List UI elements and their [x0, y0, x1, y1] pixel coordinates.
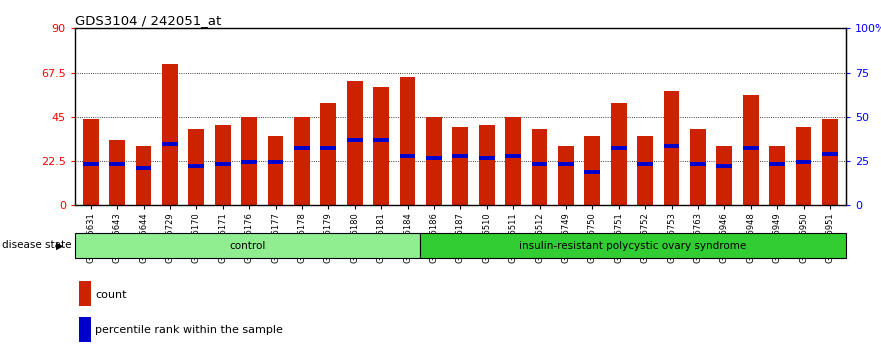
Bar — [743, 146, 759, 150]
Bar — [637, 162, 653, 166]
Bar — [426, 156, 442, 160]
Bar — [83, 162, 99, 166]
Bar — [215, 125, 231, 205]
Bar — [531, 162, 547, 166]
Bar — [136, 166, 152, 170]
Bar — [453, 154, 468, 158]
Bar — [268, 137, 284, 205]
Bar — [400, 154, 416, 158]
Bar — [743, 95, 759, 205]
Bar — [690, 129, 706, 205]
Bar — [453, 127, 468, 205]
Bar — [83, 119, 99, 205]
Bar — [796, 127, 811, 205]
Bar — [796, 160, 811, 164]
Bar — [716, 164, 732, 168]
Bar — [241, 117, 257, 205]
Bar — [663, 144, 679, 148]
Text: control: control — [229, 241, 266, 251]
Text: count: count — [95, 290, 127, 299]
Bar — [189, 164, 204, 168]
Bar — [109, 162, 125, 166]
Bar — [162, 64, 178, 205]
Bar — [374, 138, 389, 142]
Bar — [769, 162, 785, 166]
Bar — [478, 156, 494, 160]
Text: percentile rank within the sample: percentile rank within the sample — [95, 325, 283, 335]
Bar — [822, 119, 838, 205]
Text: disease state: disease state — [2, 240, 71, 250]
Bar — [505, 117, 521, 205]
Bar — [75, 233, 420, 258]
Bar — [294, 146, 310, 150]
Bar — [374, 87, 389, 205]
Bar — [637, 137, 653, 205]
Bar — [558, 162, 574, 166]
Text: insulin-resistant polycystic ovary syndrome: insulin-resistant polycystic ovary syndr… — [520, 241, 747, 251]
Bar — [268, 160, 284, 164]
Text: ▶: ▶ — [56, 240, 63, 250]
Bar — [109, 141, 125, 205]
Bar — [611, 103, 626, 205]
Bar — [215, 162, 231, 166]
Bar — [584, 137, 600, 205]
Bar — [400, 78, 416, 205]
Bar — [505, 154, 521, 158]
Bar — [347, 81, 363, 205]
Bar — [426, 117, 442, 205]
Text: GDS3104 / 242051_at: GDS3104 / 242051_at — [75, 14, 221, 27]
Bar — [769, 146, 785, 205]
Bar — [162, 142, 178, 146]
Bar — [558, 146, 574, 205]
Bar — [584, 170, 600, 174]
Bar — [611, 146, 626, 150]
Bar — [822, 152, 838, 156]
Bar — [420, 233, 846, 258]
Bar — [478, 125, 494, 205]
Bar — [321, 103, 337, 205]
Bar — [321, 146, 337, 150]
Bar — [663, 91, 679, 205]
Bar — [189, 129, 204, 205]
Bar — [531, 129, 547, 205]
Bar — [241, 160, 257, 164]
Bar — [136, 146, 152, 205]
Bar — [294, 117, 310, 205]
Bar — [690, 162, 706, 166]
Bar — [347, 138, 363, 142]
Bar — [716, 146, 732, 205]
